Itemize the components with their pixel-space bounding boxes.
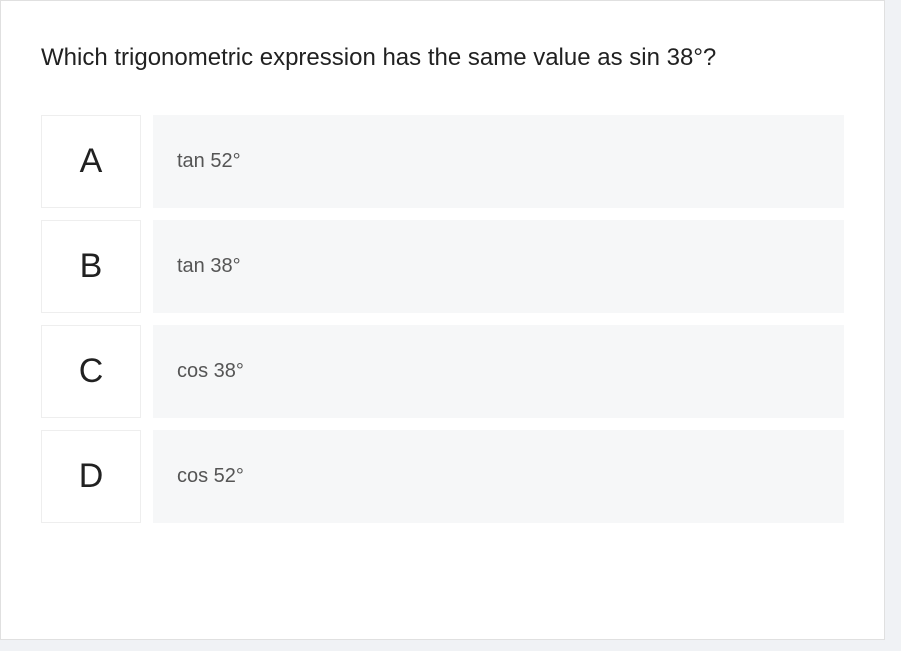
option-a[interactable]: A tan 52° — [41, 115, 844, 208]
option-label: tan 38° — [153, 220, 844, 313]
option-letter: B — [41, 220, 141, 313]
option-label: cos 52° — [153, 430, 844, 523]
option-label: tan 52° — [153, 115, 844, 208]
option-label: cos 38° — [153, 325, 844, 418]
option-b[interactable]: B tan 38° — [41, 220, 844, 313]
option-letter: C — [41, 325, 141, 418]
question-text: Which trigonometric expression has the s… — [41, 41, 844, 75]
options-container: A tan 52° B tan 38° C cos 38° D cos 52° — [41, 115, 844, 523]
option-d[interactable]: D cos 52° — [41, 430, 844, 523]
option-letter: A — [41, 115, 141, 208]
question-card: Which trigonometric expression has the s… — [0, 0, 885, 640]
option-c[interactable]: C cos 38° — [41, 325, 844, 418]
option-letter: D — [41, 430, 141, 523]
